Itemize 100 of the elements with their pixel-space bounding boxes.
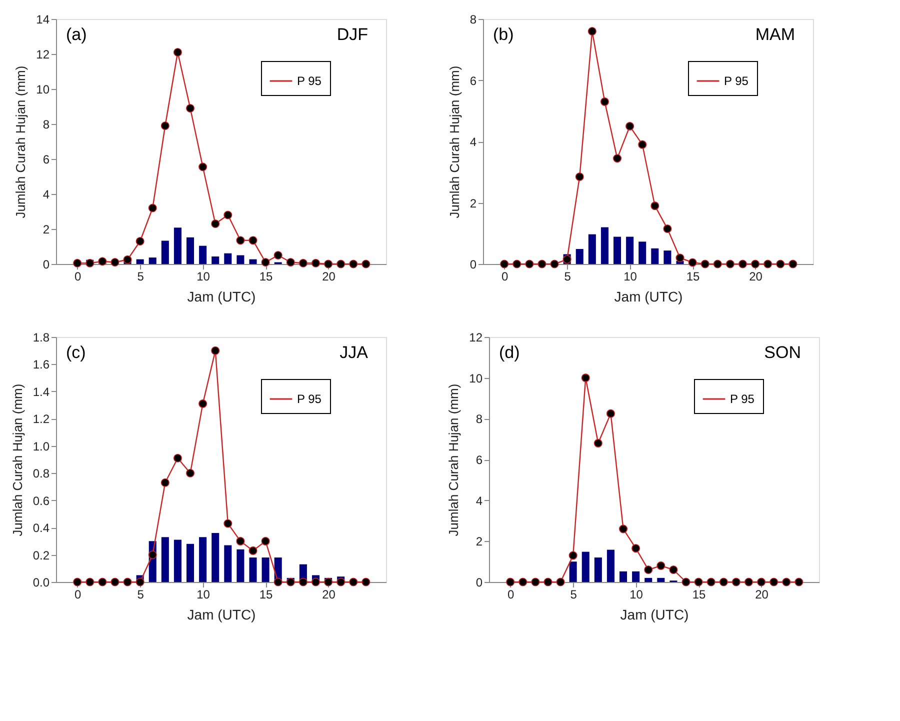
bar xyxy=(161,537,169,582)
point xyxy=(618,524,628,534)
y-tick-label: 1.0 xyxy=(32,439,50,454)
bar xyxy=(199,246,207,264)
point xyxy=(606,409,615,418)
point xyxy=(261,258,270,267)
point xyxy=(110,578,120,586)
y-tick-label: 14 xyxy=(36,12,50,26)
point xyxy=(86,578,94,586)
point xyxy=(700,260,710,268)
x-tick-label: 15 xyxy=(692,588,706,602)
x-axis-title: Jam (UTC) xyxy=(620,606,689,622)
point xyxy=(186,104,195,113)
point xyxy=(682,578,690,586)
x-tick-label: 5 xyxy=(564,270,572,284)
annotation: DJF xyxy=(336,25,368,44)
bar xyxy=(249,558,257,582)
point xyxy=(676,254,684,262)
bar xyxy=(600,227,608,264)
y-axis-title: Jumlah Curah Hujan (mm) xyxy=(446,66,462,218)
bar xyxy=(249,259,257,264)
point xyxy=(236,536,245,546)
y-tick-label: 1.6 xyxy=(32,358,50,372)
y-tick-label: 0.4 xyxy=(32,521,50,536)
y-tick-label: 0 xyxy=(476,576,483,590)
bar xyxy=(262,558,270,582)
point xyxy=(732,578,740,586)
bar xyxy=(569,562,577,582)
point xyxy=(248,236,258,245)
y-tick-label: 0.2 xyxy=(32,548,50,562)
bar xyxy=(644,578,652,582)
point xyxy=(706,578,716,586)
point xyxy=(600,97,609,106)
legend-label: P 95 xyxy=(297,392,322,406)
point xyxy=(663,224,672,234)
point xyxy=(261,536,270,546)
point xyxy=(173,48,182,57)
point xyxy=(362,578,370,586)
x-tick-label: 15 xyxy=(686,270,700,284)
x-tick-label: 10 xyxy=(630,588,644,602)
point xyxy=(336,260,346,268)
point xyxy=(98,257,107,266)
x-tick-label: 10 xyxy=(624,270,638,284)
bar xyxy=(236,255,244,264)
annotation: MAM xyxy=(755,25,795,44)
point xyxy=(776,260,785,268)
y-tick-label: 6 xyxy=(470,74,477,88)
point xyxy=(656,561,666,570)
y-axis-title: Jumlah Curah Hujan (mm) xyxy=(10,384,25,536)
point xyxy=(512,260,522,268)
y-tick-label: 0 xyxy=(470,258,477,272)
point xyxy=(788,260,798,268)
y-axis-title: Jumlah Curah Hujan (mm) xyxy=(446,384,462,536)
y-tick-label: 0.8 xyxy=(32,466,50,481)
point xyxy=(531,578,540,586)
bar xyxy=(576,248,584,264)
x-axis-title: Jam (UTC) xyxy=(187,288,256,304)
bar xyxy=(212,256,220,264)
point xyxy=(694,578,703,586)
x-axis-title: Jam (UTC) xyxy=(614,288,683,304)
point xyxy=(644,565,653,574)
point xyxy=(594,438,602,448)
point xyxy=(286,578,295,586)
y-tick-label: 6 xyxy=(42,152,50,166)
point xyxy=(286,258,295,267)
point xyxy=(588,26,596,36)
x-tick-label: 0 xyxy=(501,270,508,284)
legend-label: P 95 xyxy=(297,74,322,88)
x-tick-label: 0 xyxy=(74,270,82,284)
y-tick-label: 4 xyxy=(42,188,50,202)
point xyxy=(73,578,82,586)
point xyxy=(148,204,157,212)
y-tick-label: 1.8 xyxy=(32,330,50,344)
point xyxy=(575,172,584,181)
bar xyxy=(638,242,646,264)
point xyxy=(726,260,734,268)
point xyxy=(224,210,232,220)
point xyxy=(538,260,546,268)
point xyxy=(506,578,515,586)
point xyxy=(73,258,82,268)
point xyxy=(336,578,346,586)
x-tick-label: 5 xyxy=(570,588,578,602)
bar xyxy=(588,234,596,264)
x-tick-label: 10 xyxy=(196,270,210,284)
point xyxy=(324,578,333,586)
x-tick-label: 15 xyxy=(259,588,274,602)
bar xyxy=(224,253,232,264)
bar xyxy=(186,544,194,582)
x-tick-label: 20 xyxy=(322,270,336,284)
bar xyxy=(236,549,244,582)
point xyxy=(186,468,195,478)
y-tick-label: 0.0 xyxy=(32,576,50,590)
point xyxy=(324,260,333,268)
annotation: (c) xyxy=(66,343,86,362)
point xyxy=(224,519,232,528)
point xyxy=(518,578,528,586)
point xyxy=(544,578,552,586)
bar xyxy=(606,550,614,582)
point xyxy=(782,578,791,586)
y-tick-label: 12 xyxy=(36,48,50,62)
